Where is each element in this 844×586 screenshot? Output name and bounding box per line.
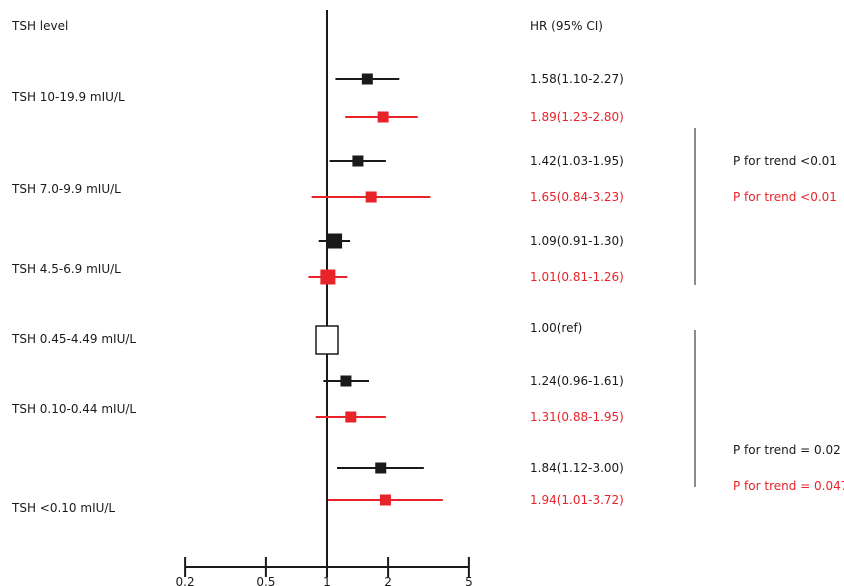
p-trend-label: P for trend = 0.047 [733,479,844,493]
hr-value: 1.01(0.81-1.26) [530,270,624,284]
hr-value: 1.09(0.91-1.30) [530,234,624,248]
hr-value: 1.84(1.12-3.00) [530,461,624,475]
hr-marker [340,375,352,387]
hr-value: 1.89(1.23-2.80) [530,110,624,124]
hr-value: 1.24(0.96-1.61) [530,374,624,388]
hr-value: 1.94(1.01-3.72) [530,493,624,507]
group-label: TSH 7.0-9.9 mIU/L [11,182,121,196]
hr-value: 1.00(ref) [530,321,582,335]
hr-value: 1.65(0.84-3.23) [530,190,624,204]
group-label: TSH 0.10-0.44 mIU/L [11,402,136,416]
x-tick-label: 0.5 [256,575,275,586]
hr-marker [365,191,377,203]
hr-marker [345,411,357,423]
hr-marker [375,462,387,474]
group-label: TSH 4.5-6.9 mIU/L [11,262,121,276]
header-left: TSH level [11,19,68,33]
reference-box [315,325,339,355]
header-right: HR (95% CI) [530,19,603,33]
hr-marker [379,494,391,506]
p-trend-label: P for trend = 0.02 [733,443,841,457]
group-label: TSH <0.10 mIU/L [11,501,115,515]
hr-marker [320,269,336,285]
x-tick-label: 1 [323,575,331,586]
hr-marker [352,155,364,167]
x-tick-label: 0.2 [176,575,195,586]
x-tick-label: 2 [384,575,392,586]
hr-value: 1.42(1.03-1.95) [530,154,624,168]
x-tick-label: 5 [465,575,473,586]
p-trend-label: P for trend <0.01 [733,154,837,168]
hr-marker [361,73,373,85]
hr-marker [327,233,343,249]
group-label: TSH 10-19.9 mIU/L [11,90,125,104]
group-label: TSH 0.45-4.49 mIU/L [11,332,136,346]
hr-value: 1.31(0.88-1.95) [530,410,624,424]
hr-marker [377,111,389,123]
hr-value: 1.58(1.10-2.27) [530,72,624,86]
p-trend-label: P for trend <0.01 [733,190,837,204]
